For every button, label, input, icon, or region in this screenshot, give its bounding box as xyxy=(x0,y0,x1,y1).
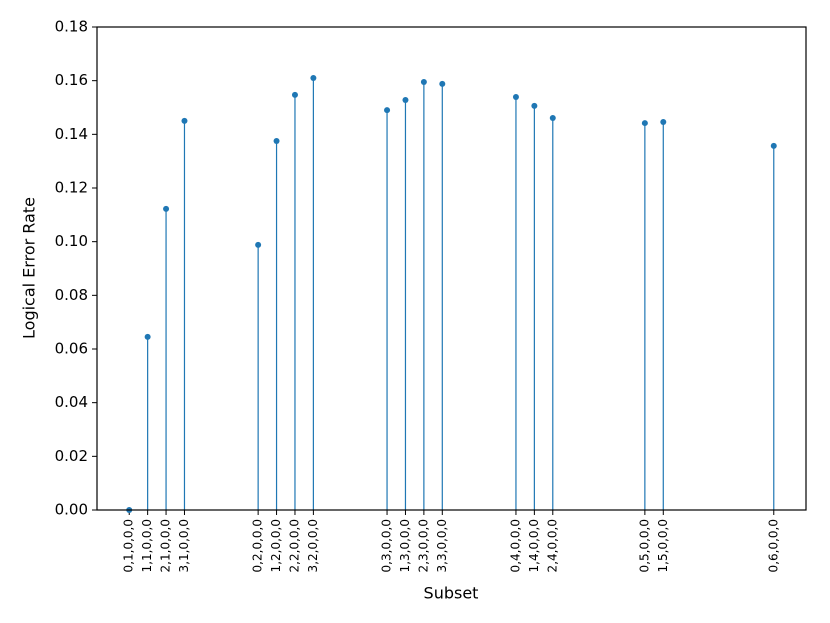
y-tick-label: 0.06 xyxy=(55,340,88,358)
stem-marker xyxy=(163,205,170,212)
x-tick-label: 0,2,0,0,0 xyxy=(251,519,265,572)
x-tick-label: 2,4,0,0,0 xyxy=(545,519,559,572)
y-tick-label: 0.14 xyxy=(55,125,88,143)
stem-marker xyxy=(291,91,298,98)
stem-marker xyxy=(273,138,280,145)
x-tick-label: 0,6,0,0,0 xyxy=(766,519,780,572)
axes-frame xyxy=(96,26,807,511)
x-tick-label: 0,1,0,0,0 xyxy=(122,519,136,572)
stem-marker xyxy=(512,94,519,101)
y-tick-label: 0.02 xyxy=(55,447,88,465)
y-tick-label: 0.00 xyxy=(55,501,88,519)
x-tick-label: 0,5,0,0,0 xyxy=(637,519,651,572)
y-tick-label: 0.12 xyxy=(55,179,88,197)
y-tick-label: 0.18 xyxy=(55,18,88,36)
stem-marker xyxy=(770,142,777,149)
y-tick-label: 0.16 xyxy=(55,71,88,89)
stem-marker xyxy=(420,79,427,86)
stem-marker xyxy=(384,107,391,114)
stem-marker xyxy=(144,333,151,340)
x-tick-label: 2,3,0,0,0 xyxy=(416,519,430,572)
y-axis-label: Logical Error Rate xyxy=(20,197,39,339)
stem-marker xyxy=(255,241,262,248)
x-tick-label: 1,3,0,0,0 xyxy=(398,519,412,572)
stem-marker xyxy=(439,80,446,87)
x-tick-label: 1,2,0,0,0 xyxy=(269,519,283,572)
stem-marker xyxy=(549,114,556,121)
x-tick-label: 0,3,0,0,0 xyxy=(380,519,394,572)
y-tick-label: 0.08 xyxy=(55,286,88,304)
x-tick-label: 3,1,0,0,0 xyxy=(177,519,191,572)
x-tick-label: 0,4,0,0,0 xyxy=(508,519,522,572)
stem-marker xyxy=(660,118,667,125)
x-tick-label: 1,5,0,0,0 xyxy=(656,519,670,572)
x-tick-label: 3,3,0,0,0 xyxy=(435,519,449,572)
x-axis-label: Subset xyxy=(424,584,479,603)
x-tick-label: 3,2,0,0,0 xyxy=(306,519,320,572)
stem-marker xyxy=(310,74,317,81)
stem-marker xyxy=(181,117,188,124)
stem-marker xyxy=(531,102,538,109)
y-tick-label: 0.10 xyxy=(55,232,88,250)
x-tick-label: 2,1,0,0,0 xyxy=(159,519,173,572)
y-tick-label: 0.04 xyxy=(55,393,88,411)
stem-marker xyxy=(641,120,648,127)
x-tick-label: 1,1,0,0,0 xyxy=(140,519,154,572)
x-tick-label: 1,4,0,0,0 xyxy=(527,519,541,572)
stem-marker xyxy=(402,96,409,103)
x-tick-label: 2,2,0,0,0 xyxy=(287,519,301,572)
